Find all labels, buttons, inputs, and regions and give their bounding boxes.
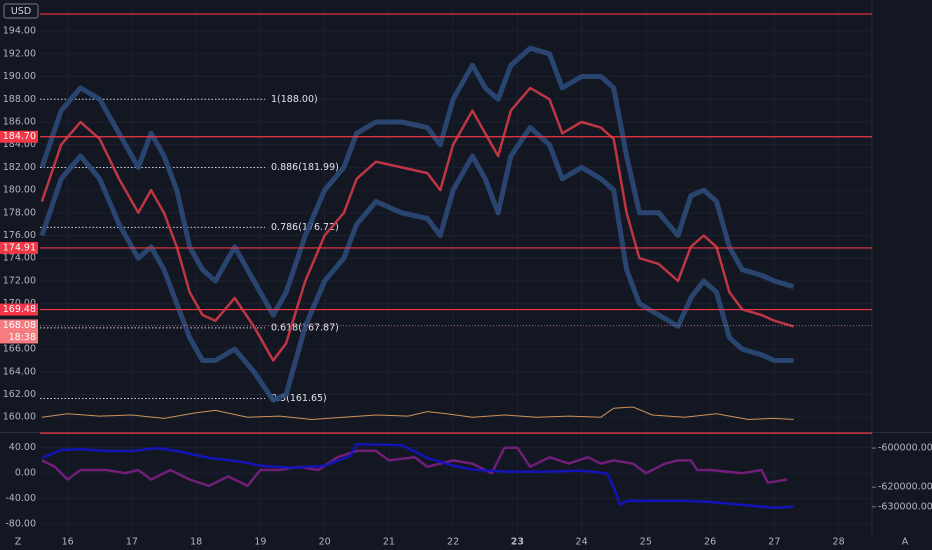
y-tick-label: 176.00 <box>3 230 36 241</box>
last-price-label: 168.08 <box>3 320 36 331</box>
y-tick-label: 190.00 <box>3 71 36 82</box>
auto-button[interactable]: A <box>902 537 909 548</box>
series-line <box>40 86 794 362</box>
y-tick-label: 0.00 <box>15 468 36 479</box>
level-label-box <box>0 130 38 143</box>
x-tick-label: 27 <box>768 537 780 548</box>
series-line <box>41 446 788 488</box>
y2-tick-label: -630000.00 <box>878 501 932 512</box>
x-tick-label: 18 <box>190 537 202 548</box>
x-tick-label: 20 <box>319 537 331 548</box>
currency: USD <box>11 6 31 17</box>
last-price-time: 18:38 <box>9 332 36 343</box>
y-tick-label: 162.00 <box>3 389 36 400</box>
fib-label: 0.5(161.65) <box>271 393 327 404</box>
y-tick-label: 180.00 <box>3 185 36 196</box>
x-tick-label: 28 <box>833 537 845 548</box>
y-tick-label: 192.00 <box>3 48 36 59</box>
y2-tick-label: -620000.00 <box>878 482 932 493</box>
y-tick-label: 160.00 <box>3 412 36 423</box>
y-tick-label: 194.00 <box>3 26 36 37</box>
x-tick-label: 26 <box>704 537 716 548</box>
y-tick-label: -40.00 <box>5 493 36 504</box>
level-label-box <box>0 303 38 316</box>
y-tick-label: 164.00 <box>3 366 36 377</box>
series-line <box>39 45 795 318</box>
level-label-box <box>0 241 38 254</box>
y-tick-label: -80.00 <box>5 519 36 530</box>
level-label: 184.70 <box>3 131 36 142</box>
log-button[interactable]: Z <box>15 537 22 548</box>
x-tick-label: 19 <box>254 537 266 548</box>
y-tick-label: 174.00 <box>3 253 36 264</box>
y2-tick-label: -600000.00 <box>878 443 932 454</box>
level-label: 174.91 <box>3 242 36 253</box>
x-tick-label: 25 <box>640 537 652 548</box>
y-tick-label: 172.00 <box>3 275 36 286</box>
x-tick-label: 24 <box>576 537 588 548</box>
series-line <box>41 406 794 420</box>
y-tick-label: 188.00 <box>3 94 36 105</box>
fib-label: 0.786(176.72) <box>271 222 339 233</box>
y-tick-label: 186.00 <box>3 116 36 127</box>
y-tick-label: 184.00 <box>3 139 36 150</box>
y-tick-label: 40.00 <box>9 442 36 453</box>
ui: USD Z A <box>3 3 909 548</box>
fib-label: 0.886(181.99) <box>271 162 339 173</box>
x-tick-label: 21 <box>383 537 395 548</box>
last-price-box <box>0 319 38 344</box>
x-tick-label: 16 <box>62 537 74 548</box>
series-line <box>39 125 794 403</box>
x-tick-label: 23 <box>511 537 524 548</box>
level-label: 169.48 <box>3 304 36 315</box>
y-tick-label: 166.00 <box>3 344 36 355</box>
currency-box <box>3 3 39 19</box>
series-line <box>41 442 794 510</box>
y-tick-label: 182.00 <box>3 162 36 173</box>
x-tick-label: 22 <box>447 537 459 548</box>
fib-label: 1(188.00) <box>271 94 318 105</box>
y-tick-label: 178.00 <box>3 207 36 218</box>
x-tick-label: 17 <box>126 537 138 548</box>
